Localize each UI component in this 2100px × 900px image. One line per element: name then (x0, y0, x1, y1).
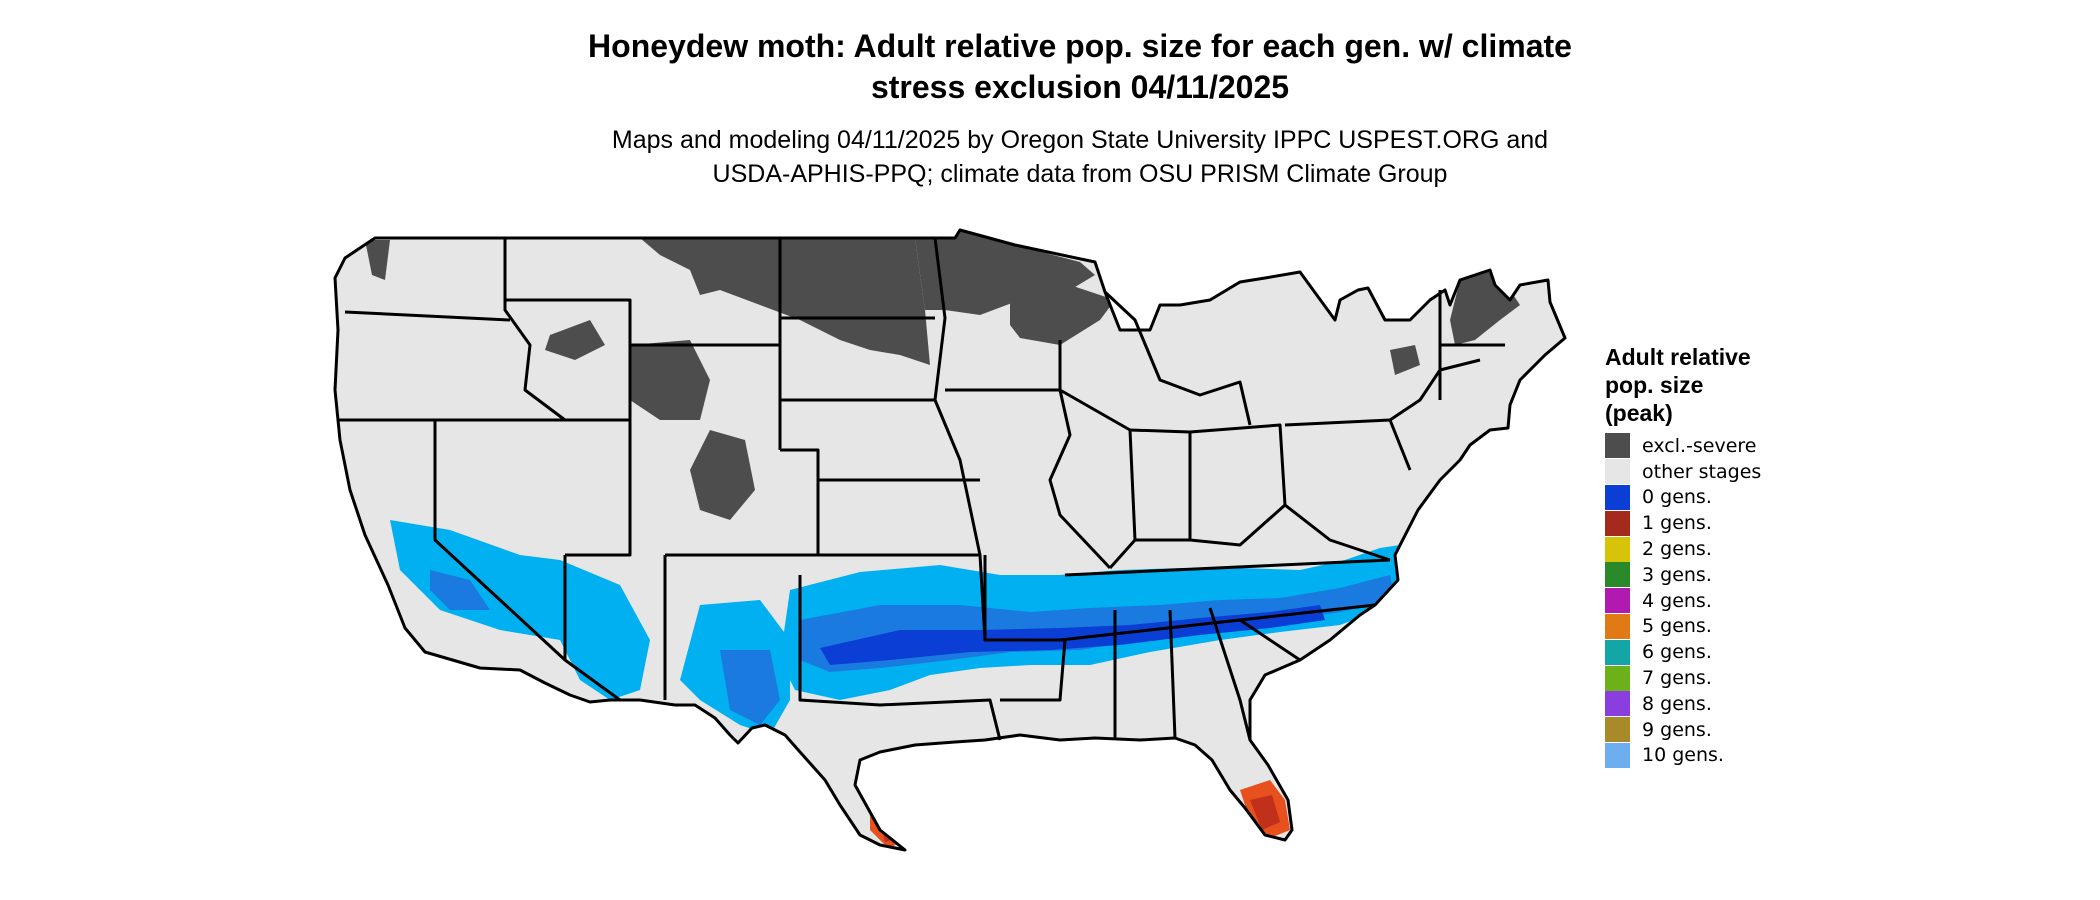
border-mn-ia (933, 237, 982, 556)
border-tn-north (1064, 558, 1391, 577)
border-ga-fl (1208, 607, 1252, 741)
exclusion-colorado (690, 430, 755, 520)
exclusion-northern-plains (640, 238, 930, 365)
title-line-1: Honeydew moth: Adult relative pop. size … (588, 28, 1572, 64)
legend-label: 0 gens. (1642, 486, 1712, 509)
map-legend: Adult relative pop. size (peak) excl.-se… (1605, 343, 1761, 768)
mid-band-california (430, 570, 490, 610)
legend-swatch (1605, 691, 1630, 717)
legend-item: 4 gens. (1605, 588, 1761, 614)
legend-title-line-1: Adult relative (1605, 344, 1751, 370)
legend-item: 5 gens. (1605, 613, 1761, 640)
border-ia-mo (945, 388, 1112, 570)
band-arizona (560, 560, 650, 700)
subtitle-line-1: Maps and modeling 04/11/2025 by Oregon S… (611, 126, 1549, 154)
legend-swatch (1605, 665, 1630, 691)
legend-item: 6 gens. (1605, 639, 1761, 665)
legend-label: 8 gens. (1642, 692, 1712, 715)
legend-swatch (1605, 588, 1630, 614)
border-ny-south (1389, 358, 1481, 422)
legend-item: 7 gens. (1605, 665, 1761, 691)
border-al-ga (1168, 609, 1177, 739)
legend-label: 7 gens. (1642, 667, 1712, 690)
florida-red (1250, 795, 1280, 830)
legend-item: 1 gens. (1605, 510, 1761, 536)
legend-label: 1 gens. (1642, 512, 1712, 535)
legend-label: 4 gens. (1642, 589, 1712, 612)
border-az-west (563, 555, 621, 702)
legend-swatch (1605, 613, 1630, 639)
border-ks-ok (818, 553, 987, 641)
border-michigan (1103, 290, 1252, 426)
band-california (390, 520, 580, 640)
legend-item: 2 gens. (1605, 536, 1761, 562)
legend-item: other stages (1605, 459, 1761, 485)
legend-item: excl.-severe (1605, 433, 1761, 459)
exclusion-washington (365, 240, 390, 280)
legend-title: Adult relative pop. size (peak) (1605, 343, 1761, 427)
legend-swatch (1605, 639, 1630, 665)
exclusion-new-york (1390, 345, 1420, 375)
legend-label: 9 gens. (1642, 718, 1712, 741)
high-band-core (820, 605, 1325, 665)
border-nd-sd-ne (778, 238, 935, 402)
legend-swatch (1605, 433, 1630, 459)
legend-swatch (1605, 484, 1630, 510)
legend-swatch (1605, 536, 1630, 562)
legend-item: 3 gens. (1605, 562, 1761, 588)
us-outline (333, 228, 1567, 852)
border-id-west (503, 238, 566, 422)
south-florida-gens (1240, 780, 1290, 838)
border-sc (1239, 618, 1301, 662)
legend-title-line-3: (peak) (1605, 400, 1673, 426)
legend-swatch (1605, 510, 1630, 536)
border-il (1059, 388, 1137, 569)
border-in (1129, 428, 1192, 542)
legend-item: 8 gens. (1605, 691, 1761, 717)
border-tn-south (1059, 603, 1376, 642)
legend-title-line-2: pop. size (1605, 372, 1704, 398)
legend-label: excl.-severe (1642, 434, 1757, 457)
legend-swatch (1605, 459, 1630, 485)
state-borders (333, 228, 1567, 852)
border-mt-south (505, 298, 632, 345)
legend-label: 2 gens. (1642, 538, 1712, 561)
border-ok-tx (798, 575, 1002, 741)
legend-label: 10 gens. (1642, 744, 1724, 767)
legend-label: 5 gens. (1642, 615, 1712, 638)
legend-label: other stages (1642, 460, 1762, 483)
legend-label: 6 gens. (1642, 641, 1712, 664)
exclusion-idaho (545, 320, 605, 360)
legend-items: excl.-severe other stages 0 gens. 1 gens. 2 … (1605, 433, 1761, 768)
map-title: Honeydew moth: Adult relative pop. size … (380, 26, 1780, 108)
border-wv-va (1284, 503, 1391, 562)
high-density-band (820, 605, 1325, 665)
border-co (665, 448, 820, 557)
exclusion-wyoming (630, 340, 710, 420)
title-line-2: stress exclusion 04/11/2025 (870, 69, 1290, 105)
legend-label: 3 gens. (1642, 563, 1712, 586)
legend-swatch (1605, 742, 1630, 768)
border-nv-ut (565, 418, 632, 557)
border-wa-or (344, 310, 511, 322)
legend-swatch (1605, 717, 1630, 743)
legend-swatch (1605, 562, 1630, 588)
exclusion-zones (365, 230, 1520, 520)
subtitle-line-2: USDA-APHIS-PPQ; climate data from OSU PR… (712, 160, 1448, 188)
exclusion-wisconsin (1010, 285, 1115, 345)
map-subtitle: Maps and modeling 04/11/2025 by Oregon S… (330, 123, 1830, 191)
border-ca-nv (433, 420, 567, 662)
legend-item: 0 gens. (1605, 484, 1761, 511)
us-map (333, 228, 1567, 852)
mid-band-texas (720, 650, 780, 725)
legend-item: 9 gens. (1605, 717, 1761, 743)
legend-item: 10 gens. (1605, 742, 1761, 769)
